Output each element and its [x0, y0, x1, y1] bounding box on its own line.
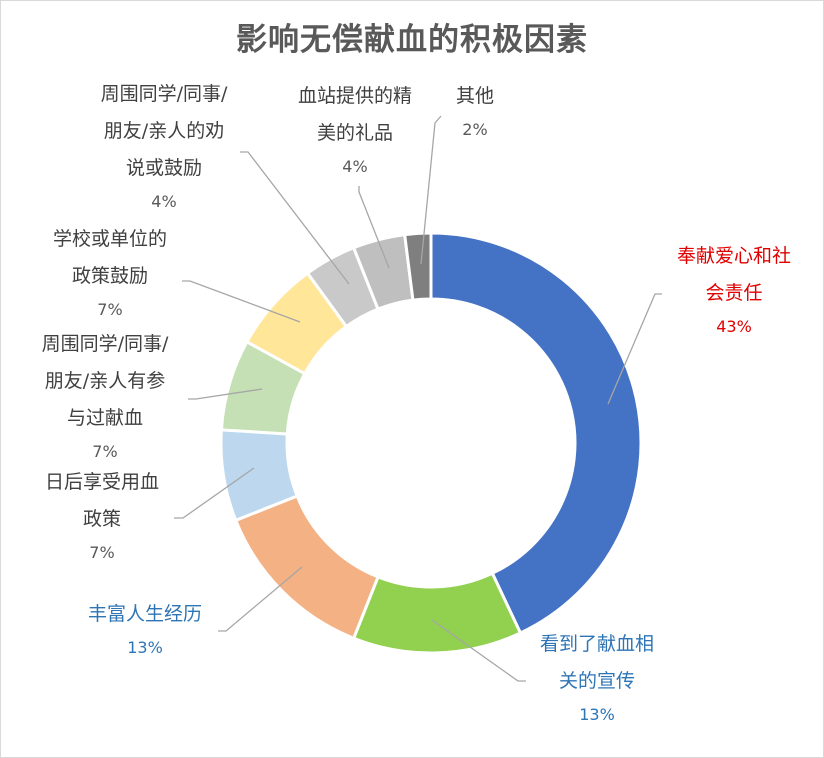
slice-1: [351, 571, 523, 655]
slice-0: [429, 231, 643, 636]
slice-label-2-line-0: 丰富人生经历: [88, 603, 202, 625]
leader-lines-group: [174, 115, 662, 682]
slice-label-3-line-1: 政策: [83, 508, 121, 530]
slice-label-6-line-0: 周围同学/同事/: [101, 83, 228, 105]
leader-line-0: [607, 293, 662, 405]
slice-percent-7: 4%: [342, 157, 367, 176]
slice-label-6-line-2: 说或鼓励: [126, 157, 202, 179]
slice-label-5-line-0: 学校或单位的: [53, 228, 167, 250]
slice-label-8-line-0: 其他: [456, 85, 494, 107]
leader-line-7: [358, 186, 390, 269]
slice-percent-8: 2%: [462, 120, 487, 139]
slice-label-4-line-0: 周围同学/同事/: [42, 333, 169, 355]
leader-line-2: [218, 566, 303, 632]
leader-line-8: [420, 115, 442, 265]
slice-percent-4: 7%: [92, 442, 117, 461]
slice-percent-0: 43%: [716, 317, 752, 336]
slice-label-4-line-1: 朋友/亲人有参: [45, 370, 165, 392]
slice-label-1-line-0: 看到了献血相: [540, 633, 654, 655]
leader-line-3: [174, 467, 255, 519]
slice-label-0-line-0: 奉献爱心和社: [677, 245, 791, 267]
slice-percent-6: 4%: [151, 192, 176, 211]
chart-title: 影响无偿献血的积极因素: [236, 22, 588, 58]
slice-label-7-line-1: 美的礼品: [317, 122, 393, 144]
slice-label-0-line-1: 会责任: [705, 282, 762, 304]
slice-percent-2: 13%: [127, 638, 163, 657]
slice-label-5-line-1: 政策鼓励: [72, 265, 148, 287]
slice-label-7-line-0: 血站提供的精: [298, 85, 412, 107]
slice-label-6-line-1: 朋友/亲人的劝: [104, 120, 224, 142]
slice-percent-3: 7%: [89, 543, 114, 562]
slice-8: [403, 231, 433, 302]
slice-percent-1: 13%: [579, 705, 615, 724]
leader-line-4: [188, 388, 263, 400]
slice-percent-5: 7%: [97, 300, 122, 319]
slices-group: [219, 231, 643, 655]
slice-label-3-line-0: 日后享受用血: [45, 471, 159, 493]
leader-line-5: [182, 280, 301, 323]
leader-line-6: [240, 151, 350, 285]
slice-2: [233, 494, 380, 641]
slice-label-1-line-1: 关的宣传: [559, 670, 635, 692]
slice-label-4-line-2: 与过献血: [67, 407, 143, 429]
leader-line-1: [431, 619, 526, 682]
